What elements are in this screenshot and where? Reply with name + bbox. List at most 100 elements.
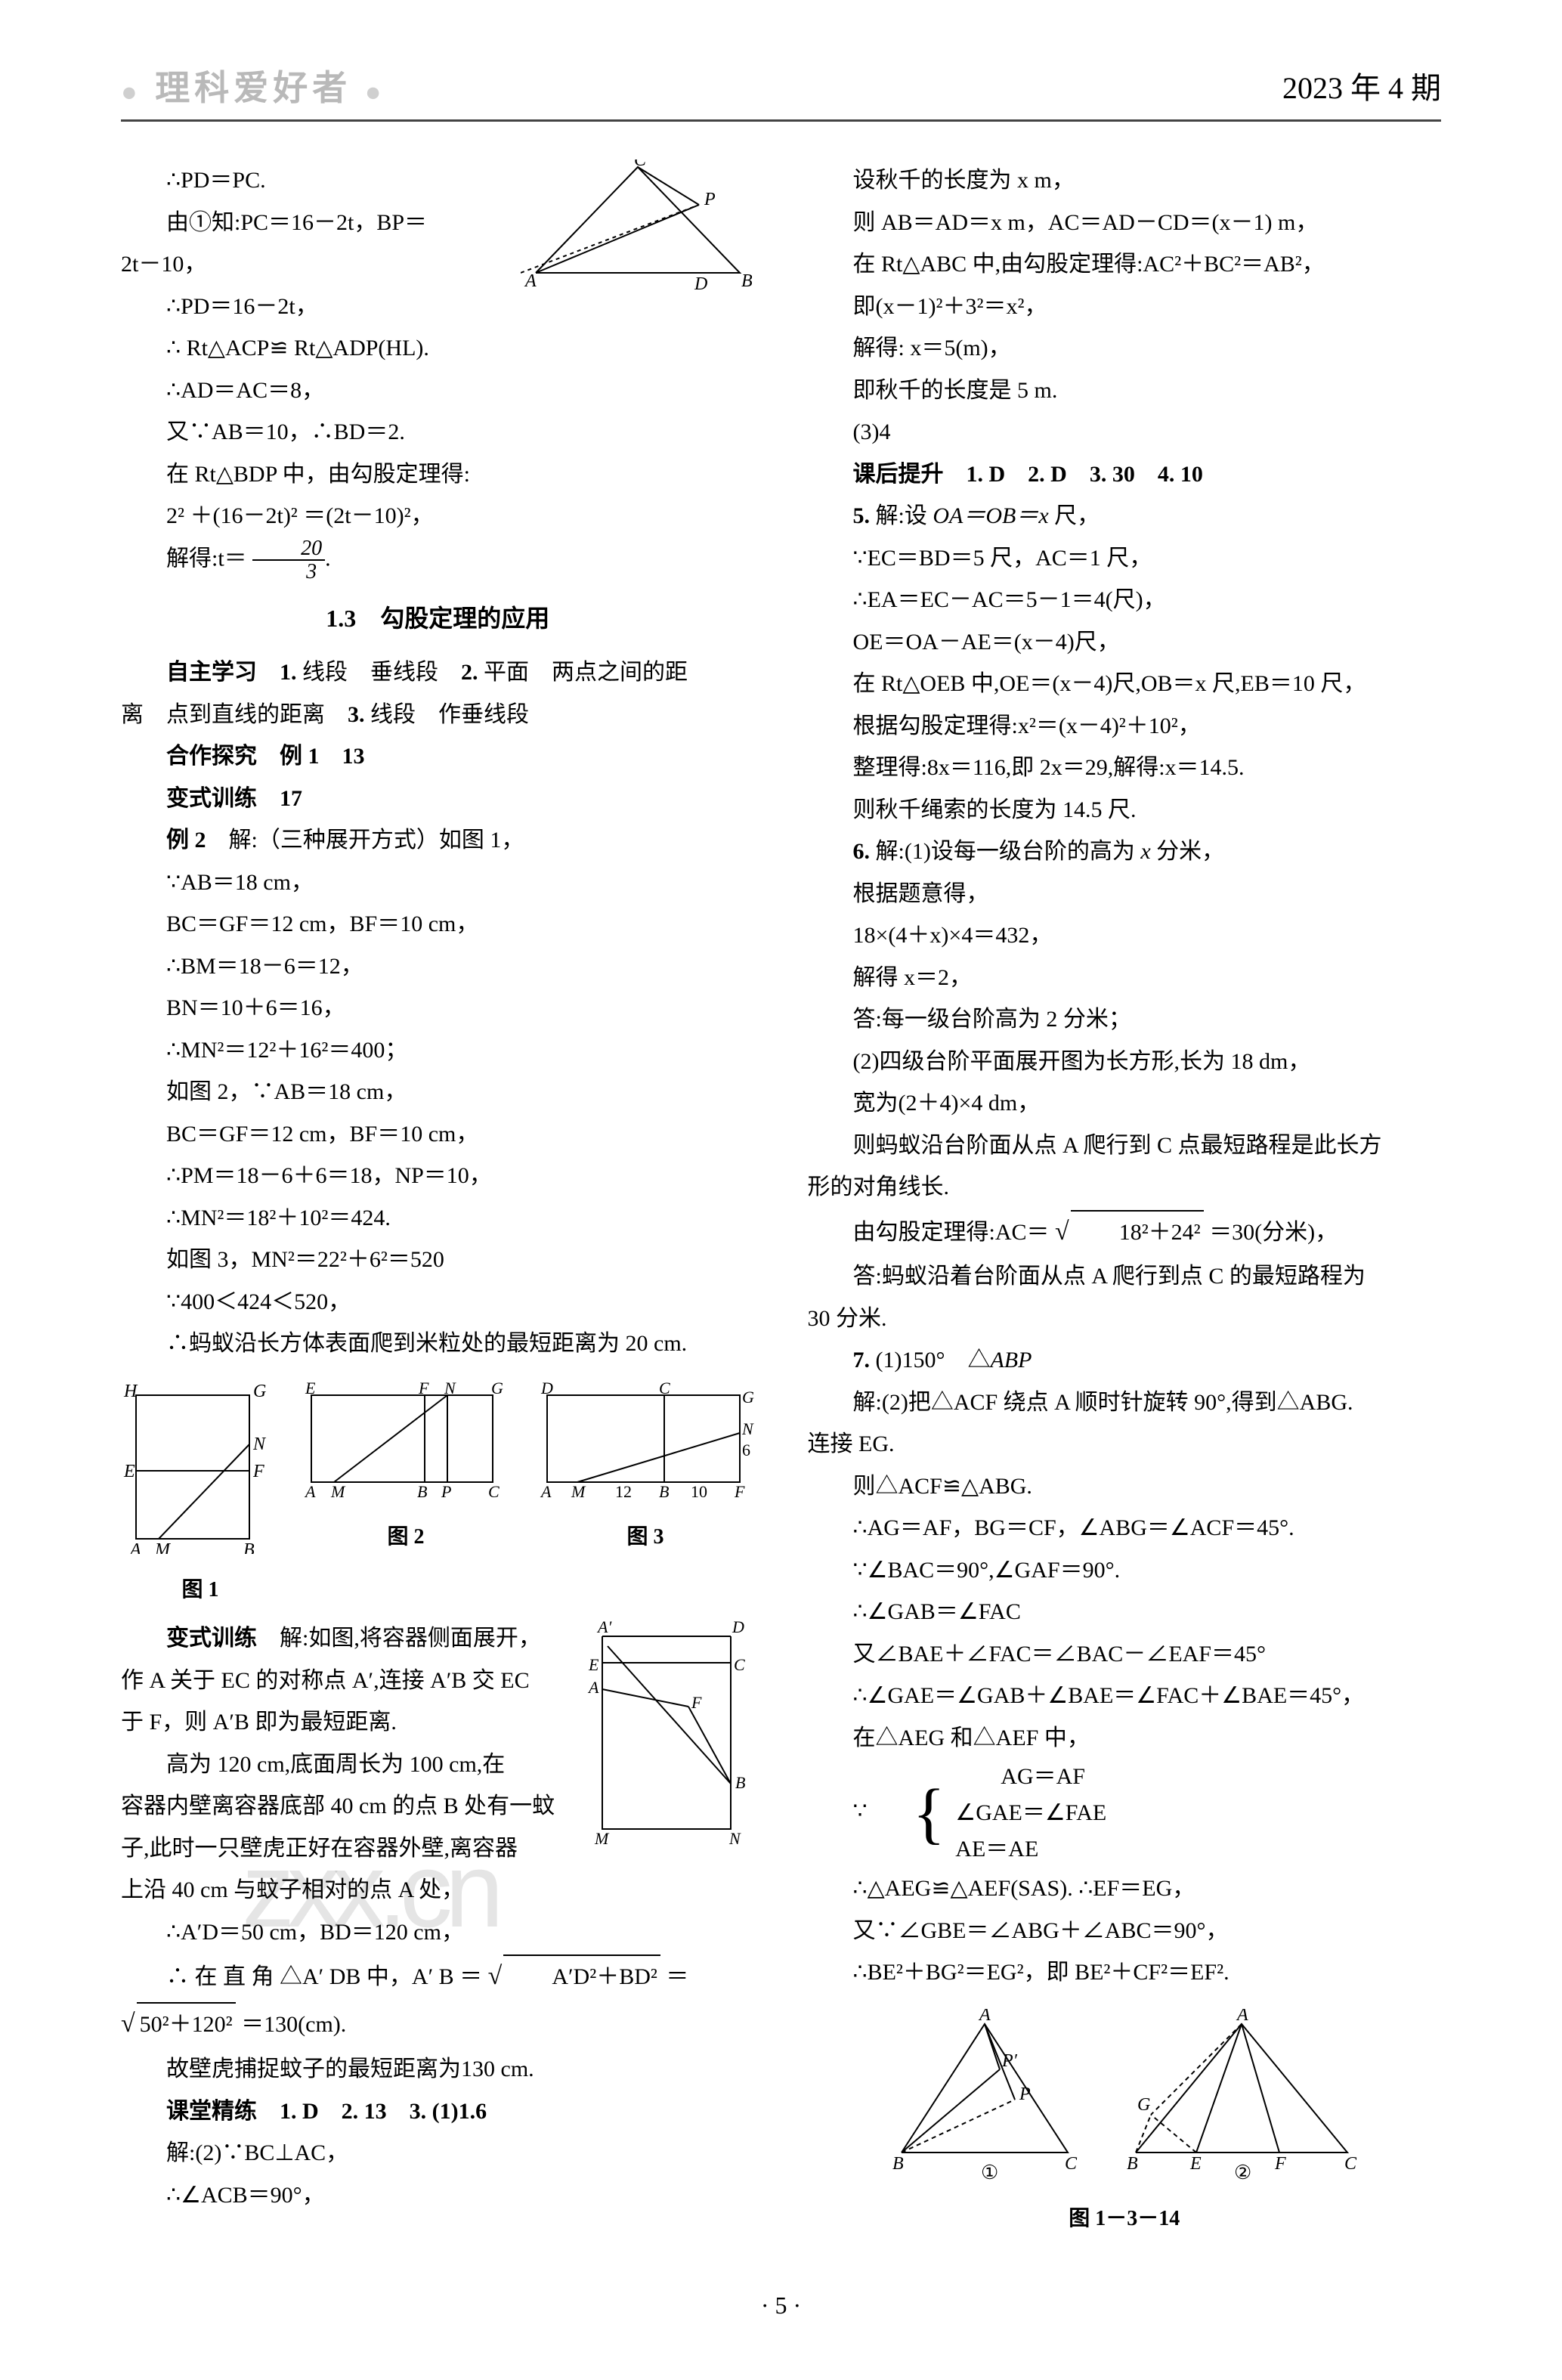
bottom-figures: A P P′ B C ① A G B E F C ② 图 <box>808 2009 1442 2239</box>
figures-row: H G N E F A M B 图 1 <box>121 1380 755 1610</box>
svg-text:C: C <box>659 1380 670 1397</box>
svg-text:E: E <box>1189 2154 1202 2174</box>
section-heading: 1.3 勾股定理的应用 <box>121 596 755 641</box>
line: 上沿 40 cm 与蚊子相对的点 A 处， <box>121 1869 755 1911</box>
line: 合作探究 例 1 13 <box>121 735 755 778</box>
line: ∵AB＝18 cm， <box>121 862 755 904</box>
svg-text:B: B <box>735 1773 745 1792</box>
line: 离 点到直线的距离 3. 线段 作垂线段 <box>121 694 755 736</box>
fraction: 20 3 <box>252 537 325 583</box>
line: ∴A′D＝50 cm，BD＝120 cm， <box>121 1911 755 1954</box>
line: 整理得:8x＝116,即 2x＝29,解得:x＝14.5. <box>808 747 1442 789</box>
svg-text:G: G <box>253 1382 266 1401</box>
line: ∴ 在 直 角 △A′ DB 中，A′ B ＝ √A′D²＋BD² ＝ <box>121 1953 755 2001</box>
text: ＝ <box>666 1964 688 1989</box>
line: 又∵∠GBE＝∠ABG＋∠ABC＝90°， <box>808 1910 1442 1952</box>
svg-text:D: D <box>540 1380 553 1397</box>
line: (3)4 <box>808 411 1442 453</box>
svg-text:N: N <box>252 1434 267 1454</box>
line: ∴BM＝18－6＝12， <box>121 946 755 988</box>
svg-text:E: E <box>588 1655 599 1674</box>
line: 变式训练 17 <box>121 778 755 820</box>
line: 2² ＋(16－2t)² ＝(2t－10)²， <box>121 495 755 537</box>
text: 解得:t＝ <box>166 546 247 571</box>
svg-text:N: N <box>728 1829 741 1848</box>
line: 即秋千的长度是 5 m. <box>808 370 1442 412</box>
line: BC＝GF＝12 cm，BF＝10 cm， <box>121 1113 755 1156</box>
svg-text:A: A <box>304 1482 316 1501</box>
logo-text: 理科爱好者 <box>155 69 351 107</box>
svg-text:D: D <box>732 1617 744 1636</box>
line: 例 2 解:（三种展开方式）如图 1， <box>121 819 755 862</box>
svg-text:B: B <box>892 2154 904 2174</box>
svg-text:10: 10 <box>691 1482 707 1501</box>
triangle-svg: C P A D B <box>521 159 755 296</box>
svg-text:A: A <box>524 271 537 291</box>
svg-text:B: B <box>659 1482 669 1501</box>
line: 如图 3，MN²＝22²＋6²＝520 <box>121 1239 755 1281</box>
line: 解:(2)∵BC⊥AC， <box>121 2132 755 2174</box>
text: 线段 垂线段 <box>297 660 462 685</box>
radicand: 50²＋120² <box>137 2002 236 2046</box>
svg-text:C: C <box>1065 2154 1078 2174</box>
svg-text:B: B <box>243 1540 255 1554</box>
line: 18×(4＋x)×4＝432， <box>808 915 1442 957</box>
svg-text:H: H <box>123 1382 138 1401</box>
svg-text:M: M <box>571 1482 586 1501</box>
page-header: ● 理科爱好者 ● 2023 年 4 期 <box>121 60 1441 122</box>
line: 解得:t＝ 20 3 . <box>121 537 755 583</box>
line: 答:每一级台阶高为 2 分米； <box>808 998 1442 1041</box>
container-figure: A′ D A E C F B M N <box>581 1617 755 1866</box>
line: 连接 EG. <box>808 1423 1442 1465</box>
cond: AG＝AF <box>1001 1764 1085 1789</box>
line: 在 Rt△ABC 中,由勾股定理得:AC²＋BC²＝AB²， <box>808 243 1442 286</box>
line: ∴∠ACB＝90°， <box>121 2174 755 2217</box>
line: 宽为(2＋4)×4 dm， <box>808 1082 1442 1125</box>
text: ＝130(cm). <box>241 2012 346 2037</box>
line: 设秋千的长度为 x m， <box>808 159 1442 202</box>
line: 又∠BAE＋∠FAC＝∠BAC－∠EAF＝45° <box>808 1633 1442 1676</box>
svg-text:12: 12 <box>615 1482 632 1501</box>
svg-text:E: E <box>123 1462 135 1481</box>
right-column: 设秋千的长度为 x m， 则 AB＝AD＝x m，AC＝AD－CD＝(x－1) … <box>808 159 1442 2254</box>
line: 自主学习 1. 线段 垂线段 2. 平面 两点之间的距 <box>121 651 755 694</box>
svg-text:G: G <box>1137 2095 1150 2115</box>
line: ∴MN²＝18²＋10²＝424. <box>121 1197 755 1240</box>
line: 在△AEG 和△AEF 中， <box>808 1717 1442 1759</box>
svg-text:A: A <box>1236 2009 1248 2025</box>
line: 课后提升 1. D 2. D 3. 30 4. 10 <box>808 453 1442 496</box>
line: ∵∠BAC＝90°,∠GAF＝90°. <box>808 1549 1442 1592</box>
line: ∴ Rt△ACP≌ Rt△ADP(HL). <box>121 327 755 370</box>
line: ∴AD＝AC＝8， <box>121 370 755 412</box>
line: 解得 x＝2， <box>808 957 1442 999</box>
svg-text:P′: P′ <box>1001 2051 1018 2071</box>
figure-caption: 图 1－3－14 <box>808 2199 1442 2239</box>
svg-text:G: G <box>491 1380 503 1397</box>
line: 则 AB＝AD＝x m，AC＝AD－CD＝(x－1) m， <box>808 202 1442 244</box>
label: 3. <box>348 702 365 727</box>
cond: AE＝AE <box>955 1837 1038 1862</box>
line: ∴PM＝18－6＋6＝18，NP＝10， <box>121 1155 755 1197</box>
line: 解得: x＝5(m)， <box>808 327 1442 370</box>
line: 形的对角线长. <box>808 1166 1442 1209</box>
svg-text:P: P <box>1019 2084 1031 2104</box>
svg-text:D: D <box>694 274 707 294</box>
svg-text:B: B <box>417 1482 427 1501</box>
figure-2: E F N G A M B P C 图 2 <box>296 1380 515 1610</box>
line: 答:蚂蚁沿着台阶面从点 A 爬行到点 C 的最短路程为 <box>808 1255 1442 1298</box>
line: 30 分米. <box>808 1298 1442 1340</box>
svg-text:M: M <box>330 1482 346 1501</box>
denominator: 3 <box>252 561 325 583</box>
svg-text:A: A <box>587 1678 599 1697</box>
text: ∴ 在 直 角 △A′ DB 中，A′ B ＝ <box>166 1964 488 1989</box>
svg-text:N: N <box>741 1419 754 1438</box>
cond: ∠GAE＝∠FAE <box>955 1800 1106 1825</box>
svg-text:F: F <box>734 1482 745 1501</box>
issue-label: 2023 年 4 期 <box>1282 63 1441 107</box>
line: 则△ACF≌△ABG. <box>808 1465 1442 1508</box>
svg-text:M: M <box>594 1829 610 1848</box>
line: ∴∠GAE＝∠GAB＋∠BAE＝∠FAC＋∠BAE＝45°， <box>808 1675 1442 1717</box>
line: 则秋千绳索的长度为 14.5 尺. <box>808 789 1442 831</box>
svg-text:A: A <box>128 1540 141 1554</box>
line: ∴EA＝EC－AC＝5－1＝4(尺)， <box>808 579 1442 621</box>
